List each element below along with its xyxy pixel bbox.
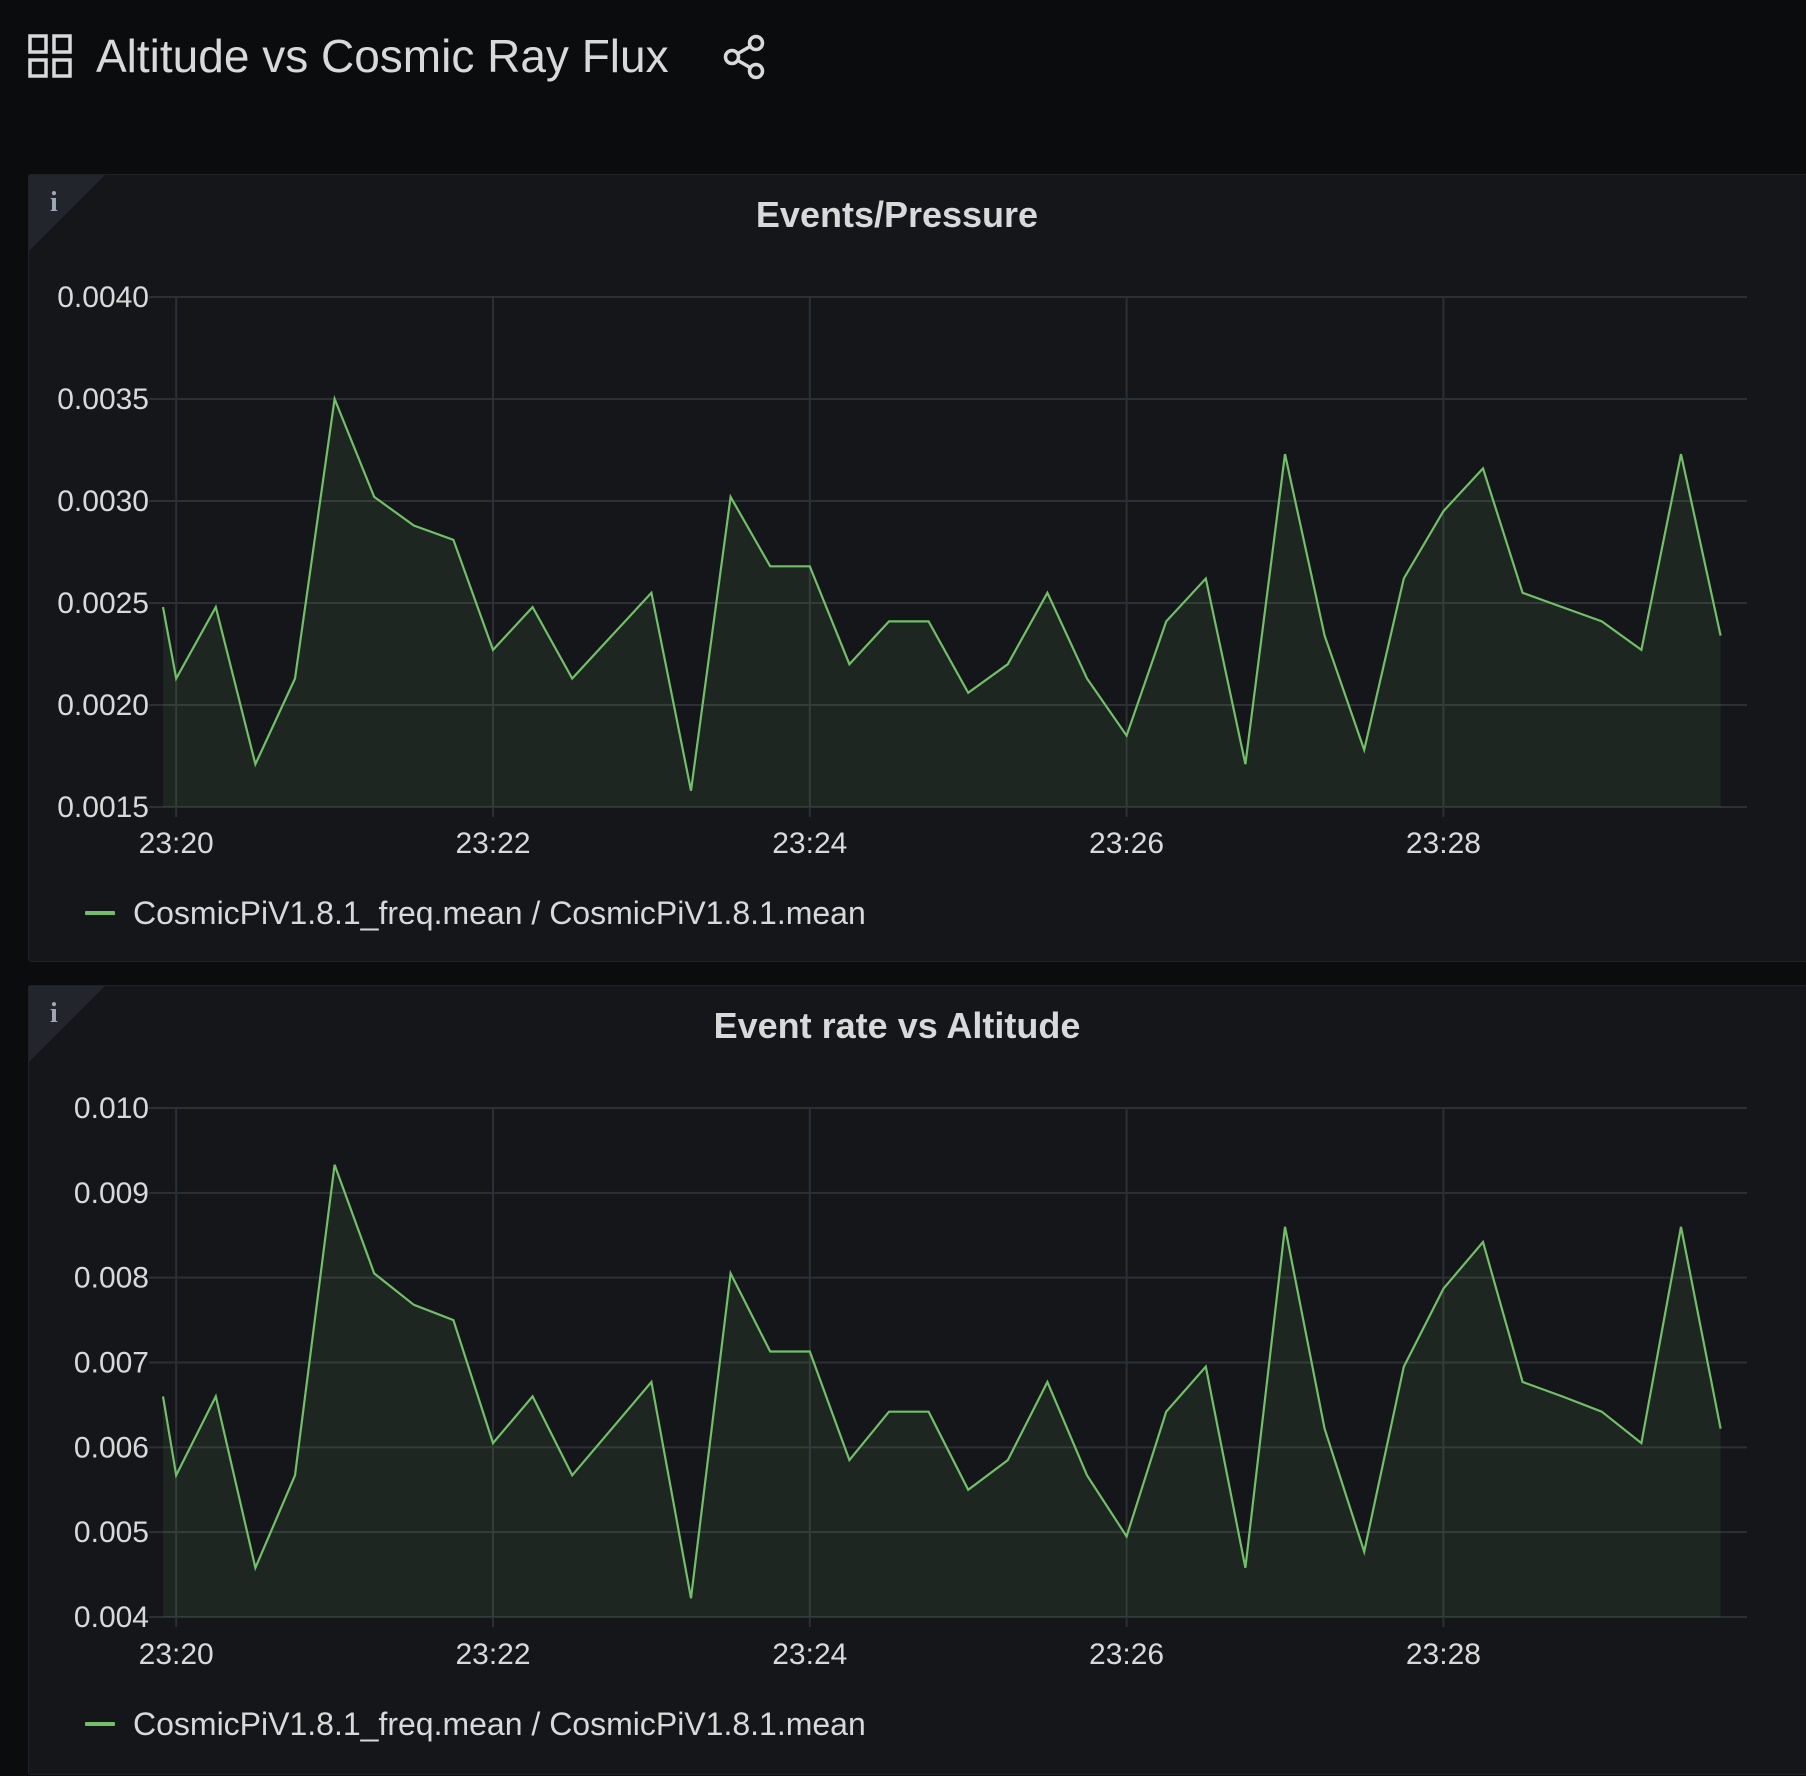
legend-series-label[interactable]: CosmicPiV1.8.1_freq.mean / CosmicPiV1.8.… bbox=[133, 895, 866, 932]
legend: CosmicPiV1.8.1_freq.mean / CosmicPiV1.8.… bbox=[85, 1702, 866, 1746]
y-tick-label: 0.0015 bbox=[57, 791, 149, 824]
y-tick-label: 0.006 bbox=[74, 1431, 149, 1464]
chart-events-pressure[interactable]: 0.00400.00350.00300.00250.00200.001523:2… bbox=[29, 175, 1806, 963]
chart-event-rate-altitude[interactable]: 0.010 0.009 0.008 0.007 0.006 0.005 0.004 23:20… bbox=[29, 986, 1806, 1776]
x-tick-label: 23:28 bbox=[1406, 1638, 1481, 1671]
x-tick-label: 23:24 bbox=[772, 1638, 847, 1671]
y-tick-label: 0.010 bbox=[74, 1092, 149, 1125]
y-tick-label: 0.0020 bbox=[57, 689, 149, 722]
legend-swatch bbox=[85, 1722, 115, 1726]
y-tick-label: 0.0040 bbox=[57, 281, 149, 314]
x-tick-label: 23:20 bbox=[139, 827, 214, 860]
x-tick-label: 23:22 bbox=[455, 1638, 530, 1671]
x-tick-label: 23:20 bbox=[139, 1638, 214, 1671]
legend: CosmicPiV1.8.1_freq.mean / CosmicPiV1.8.… bbox=[85, 891, 866, 935]
share-icon[interactable] bbox=[722, 34, 768, 80]
dashboard-header: Altitude vs Cosmic Ray Flux bbox=[0, 0, 1806, 120]
grid-icon[interactable] bbox=[28, 34, 72, 78]
y-tick-label: 0.0025 bbox=[57, 587, 149, 620]
dashboard-title[interactable]: Altitude vs Cosmic Ray Flux bbox=[96, 24, 669, 88]
y-tick-label: 0.005 bbox=[74, 1516, 149, 1549]
y-tick-label: 0.007 bbox=[74, 1347, 149, 1380]
x-tick-label: 23:26 bbox=[1089, 1638, 1164, 1671]
x-tick-label: 23:22 bbox=[455, 827, 530, 860]
x-tick-label: 23:28 bbox=[1406, 827, 1481, 860]
x-tick-label: 23:26 bbox=[1089, 827, 1164, 860]
y-tick-label: 0.0030 bbox=[57, 485, 149, 518]
y-tick-label: 0.0035 bbox=[57, 383, 149, 416]
legend-swatch bbox=[85, 911, 115, 915]
legend-series-label[interactable]: CosmicPiV1.8.1_freq.mean / CosmicPiV1.8.… bbox=[133, 1706, 866, 1743]
series-area bbox=[163, 1165, 1721, 1617]
y-tick-label: 0.008 bbox=[74, 1262, 149, 1295]
y-tick-label: 0.009 bbox=[74, 1177, 149, 1210]
x-tick-label: 23:24 bbox=[772, 827, 847, 860]
y-tick-label: 0.004 bbox=[74, 1601, 149, 1634]
